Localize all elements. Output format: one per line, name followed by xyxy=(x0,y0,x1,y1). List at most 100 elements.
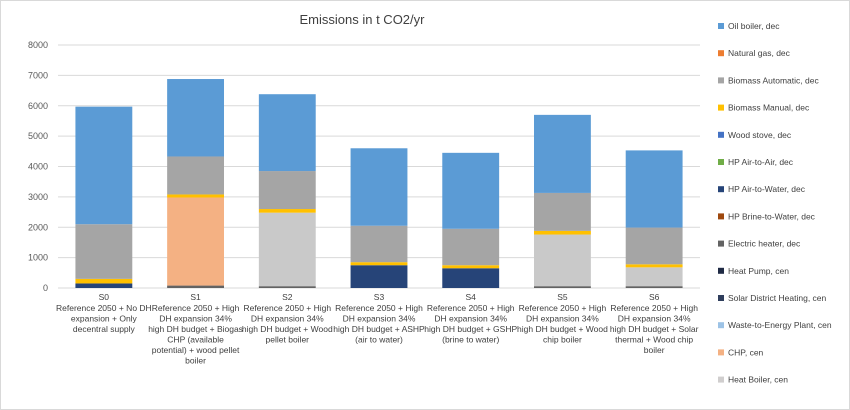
x-category-label: high DH budget + Solar xyxy=(610,324,699,334)
y-axis-ticks: 0 1000 2000 3000 4000 5000 6000 7000 8000 xyxy=(28,40,48,293)
legend: Oil boiler, dec Natural gas, dec Biomass A… xyxy=(718,21,832,385)
bar-segment xyxy=(167,79,225,157)
x-category-label: potential) + wood pellet xyxy=(152,345,240,355)
x-category-label: Reference 2050 + No DH xyxy=(56,303,152,313)
legend-label: Waste-to-Energy Plant, cen xyxy=(728,320,832,330)
legend-label: HP Air-to-Air, dec xyxy=(728,157,794,167)
y-tick-label: 2000 xyxy=(28,222,48,232)
x-category-label: Reference 2050 + High xyxy=(152,303,240,313)
legend-swatch xyxy=(718,159,724,165)
x-category-label: pellet boiler xyxy=(266,335,310,345)
legend-label: Natural gas, dec xyxy=(728,48,791,58)
x-category-label: CHP (available xyxy=(167,335,224,345)
legend-label: Heat Boiler, cen xyxy=(728,375,788,385)
legend-label: Wood stove, dec xyxy=(728,130,792,140)
bar-segment xyxy=(625,150,683,228)
x-category-code: S0 xyxy=(99,292,110,302)
bar-segment xyxy=(75,278,133,284)
y-tick-label: 8000 xyxy=(28,40,48,50)
bar-segment xyxy=(533,234,591,287)
legend-swatch xyxy=(718,23,724,29)
bar-segment xyxy=(75,283,133,288)
bar-segment xyxy=(350,225,408,263)
legend-swatch xyxy=(718,131,724,138)
x-category-label: DH expansion 34% xyxy=(434,314,507,324)
x-category-label: boiler xyxy=(185,356,206,366)
bar-segment xyxy=(625,267,683,287)
legend-swatch xyxy=(718,295,724,301)
x-category-label: expansion + Only xyxy=(71,314,138,324)
grid-lines xyxy=(58,44,700,289)
bar-segment xyxy=(75,224,133,279)
x-category-label: decentral supply xyxy=(73,324,136,334)
x-category-label: high DH budget + ASHP xyxy=(333,324,425,334)
y-tick-label: 0 xyxy=(43,283,48,293)
bar-segment xyxy=(258,212,316,287)
bar-segment xyxy=(625,264,683,268)
bar-segment xyxy=(442,265,500,269)
bar-segment xyxy=(258,286,316,288)
bar-segment xyxy=(533,230,591,235)
y-tick-label: 1000 xyxy=(28,253,48,263)
bar-segment xyxy=(167,194,225,198)
x-category-code: S4 xyxy=(466,292,477,302)
y-tick-label: 3000 xyxy=(28,192,48,202)
x-category-code: S5 xyxy=(557,292,568,302)
x-category-label: high DH budget + Biogas xyxy=(148,324,243,334)
x-category-code: S6 xyxy=(649,292,660,302)
bar-segment xyxy=(167,197,225,286)
bar-segment xyxy=(442,152,500,229)
x-category-code: S1 xyxy=(190,292,201,302)
y-tick-label: 6000 xyxy=(28,101,48,111)
x-category-label: Reference 2050 + High xyxy=(427,303,515,313)
x-category-label: (air to water) xyxy=(355,335,403,345)
legend-label: Biomass Manual, dec xyxy=(728,103,810,113)
legend-swatch xyxy=(718,213,724,220)
x-category-label: boiler xyxy=(644,345,665,355)
legend-swatch xyxy=(718,50,724,57)
y-tick-label: 4000 xyxy=(28,162,48,172)
legend-swatch xyxy=(718,77,724,84)
legend-label: Solar District Heating, cen xyxy=(728,293,827,303)
legend-label: CHP, cen xyxy=(728,347,764,357)
bar-segment xyxy=(167,156,225,195)
bar-segment xyxy=(533,114,591,193)
legend-swatch xyxy=(718,186,724,193)
bar-segment xyxy=(533,286,591,288)
x-category-label: thermal + Wood chip xyxy=(615,335,693,345)
bar-segment xyxy=(258,209,316,213)
legend-swatch xyxy=(718,349,724,356)
legend-swatch xyxy=(718,104,724,111)
x-category-code: S2 xyxy=(282,292,293,302)
x-category-label: high DH budget + GSHP xyxy=(424,324,517,334)
legend-label: HP Air-to-Water, dec xyxy=(728,184,806,194)
legend-swatch xyxy=(718,376,724,383)
legend-swatch xyxy=(718,240,724,247)
bar-segment xyxy=(442,228,500,266)
x-category-label: DH expansion 34% xyxy=(526,314,599,324)
x-category-label: DH expansion 34% xyxy=(618,314,691,324)
x-category-label: chip boiler xyxy=(543,335,582,345)
bar-segment xyxy=(533,192,591,231)
bar-segment xyxy=(625,286,683,288)
bar-segment xyxy=(350,265,408,288)
x-category-label: Reference 2050 + High xyxy=(335,303,423,313)
x-category-label: high DH budget + Wood xyxy=(242,324,333,334)
x-category-label: DH expansion 34% xyxy=(251,314,324,324)
legend-swatch xyxy=(718,322,724,329)
bar-segment xyxy=(258,94,316,172)
bar-segment xyxy=(258,171,316,210)
bars xyxy=(75,79,683,288)
legend-label: Oil boiler, dec xyxy=(728,21,780,31)
bar-segment xyxy=(350,148,408,226)
bar-segment xyxy=(75,106,133,225)
x-category-label: (brine to water) xyxy=(442,335,499,345)
legend-label: Electric heater, dec xyxy=(728,239,801,249)
bar-segment xyxy=(350,262,408,266)
bar-segment xyxy=(442,268,500,288)
legend-label: Biomass Automatic, dec xyxy=(728,75,819,85)
x-category-label: Reference 2050 + High xyxy=(243,303,331,313)
